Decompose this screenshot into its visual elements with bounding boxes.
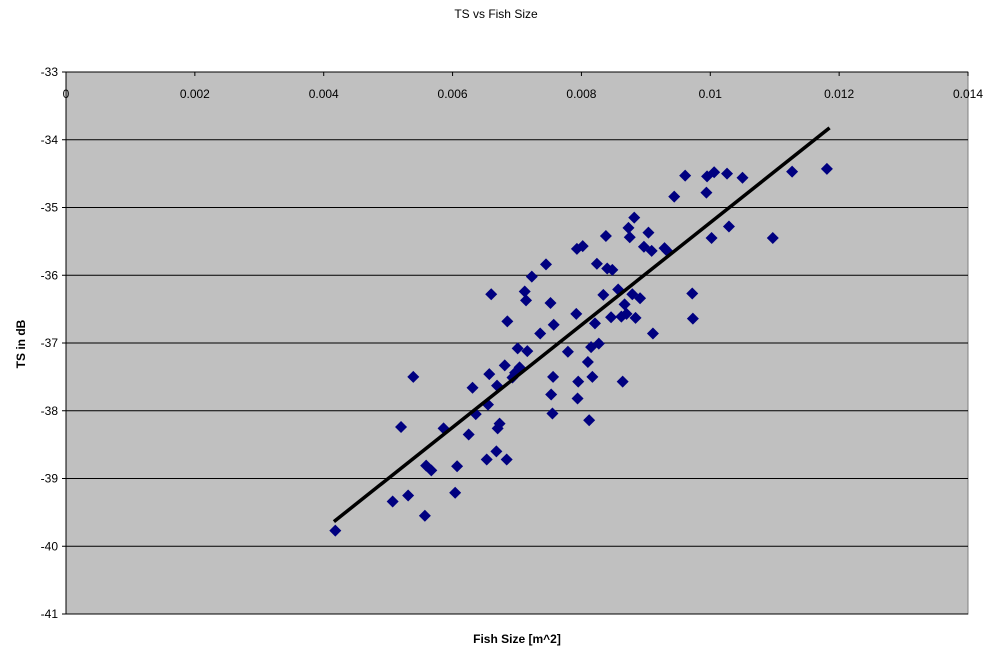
data-point	[722, 220, 735, 233]
data-point	[705, 231, 718, 244]
data-point	[686, 287, 699, 300]
x-tick-label: 0.01	[699, 87, 723, 101]
data-point	[618, 298, 631, 311]
data-point	[449, 486, 462, 499]
data-point	[645, 244, 658, 257]
data-point	[534, 327, 547, 340]
y-tick-label: -34	[41, 133, 59, 147]
y-tick-label: -38	[41, 404, 59, 418]
data-point	[572, 375, 585, 388]
y-tick-label: -33	[41, 65, 59, 79]
y-tick-label: -39	[41, 472, 59, 486]
data-point	[597, 288, 610, 301]
data-point	[646, 327, 659, 340]
data-point	[407, 370, 420, 383]
data-point	[466, 381, 479, 394]
plot-area: -33-34-35-36-37-38-39-40-4100.0020.0040.…	[41, 65, 984, 621]
data-point	[700, 186, 713, 199]
data-point	[708, 166, 721, 179]
data-point	[622, 221, 635, 234]
data-point	[634, 292, 647, 305]
data-point	[686, 312, 699, 325]
data-point	[418, 509, 431, 522]
data-point	[721, 167, 734, 180]
y-tick-label: -37	[41, 336, 59, 350]
x-tick-label: 0.014	[953, 87, 983, 101]
data-point	[462, 428, 475, 441]
data-point	[500, 453, 513, 466]
data-point	[679, 169, 692, 182]
data-point	[786, 165, 799, 178]
data-point	[501, 315, 514, 328]
data-point	[490, 445, 503, 458]
data-point	[576, 240, 589, 253]
data-point	[668, 190, 681, 203]
data-point	[520, 294, 533, 307]
y-axis-title: TS in dB	[14, 319, 28, 369]
data-point	[485, 288, 498, 301]
chart-title: TS vs Fish Size	[454, 7, 538, 21]
data-point	[451, 460, 464, 473]
data-point	[386, 495, 399, 508]
data-point	[586, 370, 599, 383]
x-axis-title: Fish Size [m^2]	[473, 632, 561, 646]
data-point	[623, 231, 636, 244]
data-point	[642, 226, 655, 239]
data-point	[599, 229, 612, 242]
x-tick-label: 0.012	[824, 87, 854, 101]
x-tick-label: 0.006	[438, 87, 468, 101]
data-point	[606, 263, 619, 276]
data-point	[766, 231, 779, 244]
data-point	[425, 464, 438, 477]
data-point	[518, 285, 531, 298]
y-tick-label: -40	[41, 539, 59, 553]
data-point	[547, 318, 560, 331]
data-point	[329, 524, 342, 537]
data-point	[547, 370, 560, 383]
data-point	[395, 421, 408, 434]
data-point	[592, 337, 605, 350]
data-point	[546, 407, 559, 420]
data-point	[521, 345, 534, 358]
x-tick-label: 0.002	[180, 87, 210, 101]
data-point	[545, 388, 558, 401]
y-tick-label: -41	[41, 607, 59, 621]
data-point	[544, 297, 557, 310]
data-point	[605, 311, 618, 324]
data-point	[820, 162, 833, 175]
data-point	[571, 392, 584, 405]
data-point	[539, 258, 552, 271]
data-point	[590, 257, 603, 270]
data-point	[588, 317, 601, 330]
data-point	[493, 417, 506, 430]
trendline	[332, 126, 831, 523]
y-tick-label: -36	[41, 268, 59, 282]
data-point	[498, 359, 511, 372]
data-point	[629, 311, 642, 324]
data-point	[583, 414, 596, 427]
data-point	[628, 211, 641, 224]
data-point	[570, 307, 583, 320]
data-point	[736, 171, 749, 184]
y-tick-label: -35	[41, 201, 59, 215]
data-point	[480, 453, 493, 466]
data-point	[620, 307, 633, 320]
data-point	[561, 345, 574, 358]
x-tick-label: 0.004	[309, 87, 339, 101]
data-point	[483, 368, 496, 381]
data-point	[511, 342, 524, 355]
data-point	[616, 375, 629, 388]
data-point	[402, 489, 415, 502]
x-tick-label: 0.008	[566, 87, 596, 101]
data-point	[525, 270, 538, 283]
data-point	[581, 355, 594, 368]
